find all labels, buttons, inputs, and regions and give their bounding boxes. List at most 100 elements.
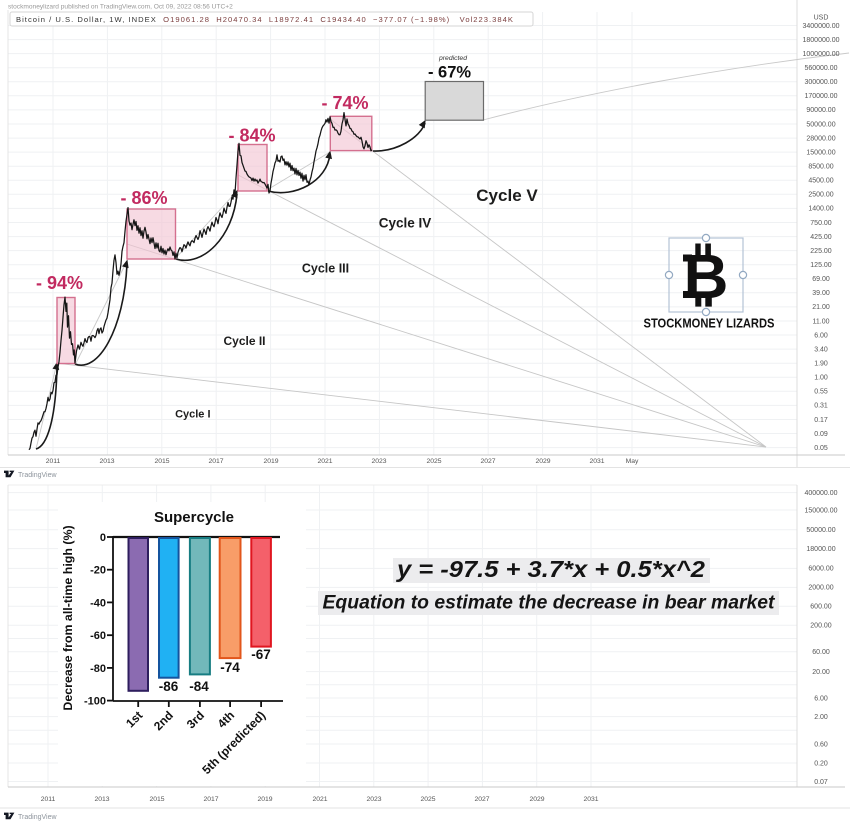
- svg-text:300000.00: 300000.00: [804, 79, 837, 86]
- svg-text:560000.00: 560000.00: [804, 65, 837, 72]
- svg-text:2025: 2025: [420, 796, 435, 803]
- svg-text:69.00: 69.00: [812, 276, 830, 283]
- svg-text:600.00: 600.00: [810, 604, 832, 611]
- svg-text:1000000.00: 1000000.00: [803, 51, 840, 58]
- svg-text:-67: -67: [251, 647, 271, 662]
- svg-text:Cycle V: Cycle V: [476, 186, 538, 205]
- svg-text:2500.00: 2500.00: [808, 192, 833, 199]
- svg-text:May: May: [626, 458, 639, 465]
- svg-text:- 86%: - 86%: [120, 188, 167, 208]
- svg-text:11.00: 11.00: [813, 318, 830, 325]
- svg-text:0.31: 0.31: [814, 403, 828, 410]
- svg-text:- 84%: - 84%: [228, 126, 275, 146]
- svg-text:28000.00: 28000.00: [806, 135, 835, 142]
- svg-text:0.20: 0.20: [814, 760, 828, 767]
- svg-text:Cycle IV: Cycle IV: [379, 216, 432, 231]
- svg-text:0.17: 0.17: [814, 417, 828, 424]
- svg-text:1.90: 1.90: [814, 361, 828, 368]
- svg-text:2013: 2013: [99, 458, 114, 465]
- svg-text:170000.00: 170000.00: [804, 93, 837, 100]
- svg-text:1800000.00: 1800000.00: [803, 37, 840, 44]
- svg-text:-100: -100: [84, 696, 106, 708]
- svg-text:8500.00: 8500.00: [808, 164, 833, 171]
- svg-text:y = -97.5 + 3.7*x + 0.5*x^2: y = -97.5 + 3.7*x + 0.5*x^2: [396, 556, 705, 582]
- svg-text:2017: 2017: [203, 796, 218, 803]
- svg-text:2013: 2013: [94, 796, 109, 803]
- svg-text:50000.00: 50000.00: [806, 527, 835, 534]
- svg-text:Cycle I: Cycle I: [175, 409, 210, 421]
- svg-text:Supercycle: Supercycle: [154, 509, 234, 526]
- svg-text:STOCKMONEY LIZARDS: STOCKMONEY LIZARDS: [644, 316, 775, 331]
- svg-text:Cycle III: Cycle III: [302, 262, 349, 276]
- svg-text:2029: 2029: [529, 796, 544, 803]
- svg-text:-84: -84: [189, 679, 209, 694]
- svg-text:USD: USD: [814, 15, 829, 22]
- svg-text:21.00: 21.00: [812, 304, 830, 311]
- svg-text:- 94%: - 94%: [36, 273, 83, 293]
- svg-text:125.00: 125.00: [810, 262, 832, 269]
- svg-text:2021: 2021: [312, 796, 327, 803]
- svg-text:150000.00: 150000.00: [804, 507, 837, 514]
- svg-text:1.00: 1.00: [814, 375, 828, 382]
- svg-text:39.00: 39.00: [812, 290, 830, 297]
- svg-text:2015: 2015: [154, 458, 169, 465]
- svg-text:0.07: 0.07: [814, 779, 828, 786]
- svg-text:2023: 2023: [371, 458, 386, 465]
- svg-text:0: 0: [100, 532, 106, 544]
- svg-text:2019: 2019: [263, 458, 278, 465]
- svg-text:2027: 2027: [474, 796, 489, 803]
- svg-text:0.60: 0.60: [814, 741, 828, 748]
- svg-text:Equation to estimate the decre: Equation to estimate the decrease in bea…: [323, 593, 776, 614]
- svg-text:3.40: 3.40: [814, 346, 828, 353]
- svg-text:- 74%: - 74%: [321, 93, 368, 113]
- svg-text:6.00: 6.00: [814, 695, 828, 702]
- svg-text:2011: 2011: [46, 458, 61, 465]
- svg-text:0.55: 0.55: [814, 389, 828, 396]
- svg-text:2025: 2025: [426, 458, 441, 465]
- svg-text:60.00: 60.00: [812, 649, 830, 656]
- svg-text:18000.00: 18000.00: [806, 546, 835, 553]
- svg-text:-20: -20: [90, 565, 106, 577]
- svg-text:225.00: 225.00: [810, 248, 832, 255]
- svg-text:2031: 2031: [583, 796, 598, 803]
- svg-text:20.00: 20.00: [812, 669, 830, 676]
- svg-text:predicted: predicted: [438, 55, 467, 62]
- svg-text:50000.00: 50000.00: [806, 121, 835, 128]
- svg-text:-86: -86: [159, 679, 179, 694]
- svg-text:3400000.00: 3400000.00: [803, 23, 840, 30]
- svg-text:2029: 2029: [535, 458, 550, 465]
- svg-text:400000.00: 400000.00: [804, 490, 837, 497]
- svg-text:-80: -80: [90, 663, 106, 675]
- svg-text:15000.00: 15000.00: [806, 149, 835, 156]
- svg-text:200.00: 200.00: [810, 623, 832, 630]
- svg-text:2011: 2011: [41, 796, 56, 803]
- svg-text:2027: 2027: [480, 458, 495, 465]
- svg-text:1400.00: 1400.00: [808, 206, 833, 213]
- svg-text:90000.00: 90000.00: [806, 107, 835, 114]
- svg-text:-60: -60: [90, 630, 106, 642]
- svg-text:-74: -74: [220, 660, 240, 675]
- svg-text:6.00: 6.00: [814, 332, 828, 339]
- svg-text:TradingView: TradingView: [18, 814, 57, 821]
- svg-text:750.00: 750.00: [810, 220, 832, 227]
- svg-text:2.00: 2.00: [814, 714, 828, 721]
- svg-text:2019: 2019: [257, 796, 272, 803]
- svg-text:- 67%: - 67%: [428, 64, 471, 82]
- svg-text:0.09: 0.09: [814, 431, 828, 438]
- svg-text:4500.00: 4500.00: [808, 178, 833, 185]
- svg-text:-40: -40: [90, 597, 106, 609]
- svg-text:TradingView: TradingView: [18, 472, 57, 479]
- svg-text:Bitcoin / U.S. Dollar, 1W, IND: Bitcoin / U.S. Dollar, 1W, INDEX O19061.…: [16, 15, 513, 24]
- svg-text:2021: 2021: [317, 458, 332, 465]
- svg-text:2000.00: 2000.00: [808, 585, 833, 592]
- svg-text:stockmoneylizard published on: stockmoneylizard published on TradingVie…: [8, 4, 233, 11]
- svg-text:0.05: 0.05: [814, 445, 828, 452]
- svg-text:425.00: 425.00: [810, 234, 832, 241]
- svg-text:6000.00: 6000.00: [808, 566, 833, 573]
- svg-text:2015: 2015: [149, 796, 164, 803]
- svg-text:2017: 2017: [208, 458, 223, 465]
- svg-text:2023: 2023: [366, 796, 381, 803]
- svg-text:Cycle II: Cycle II: [223, 334, 265, 348]
- svg-text:Decrease from all-time high (%: Decrease from all-time high (%): [61, 525, 75, 710]
- svg-text:2031: 2031: [589, 458, 604, 465]
